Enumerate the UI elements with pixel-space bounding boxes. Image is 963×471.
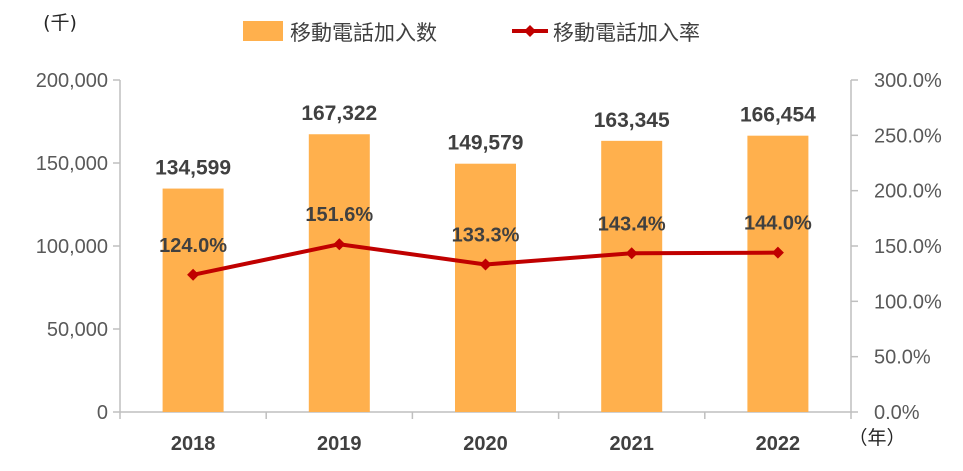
bar-series	[162, 134, 809, 413]
legend-line-marker	[524, 25, 536, 37]
legend-line-label: 移動電話加入率	[553, 21, 700, 45]
right-tick-label: 200.0%	[874, 181, 942, 203]
line-point-marker	[479, 258, 492, 271]
right-tick-label: 300.0%	[874, 70, 942, 92]
left-tick-label: 50,000	[47, 319, 108, 341]
left-tick-label: 0	[97, 402, 108, 424]
line-series	[187, 238, 784, 281]
x-axis-ticks: 2018 2019 2020 2021 2022	[119, 412, 852, 455]
bar-value-label: 163,345	[594, 109, 670, 132]
right-tick-label: 50.0%	[874, 347, 931, 369]
line-point-marker	[771, 246, 784, 259]
bar	[308, 134, 370, 412]
x-tick-label: 2020	[463, 433, 508, 455]
right-tick-label: 150.0%	[874, 236, 942, 258]
bar-value-label: 134,599	[155, 157, 231, 180]
x-tick-label: 2018	[171, 433, 216, 455]
bar-value-label: 166,454	[740, 104, 816, 127]
left-tick-label: 100,000	[36, 236, 108, 258]
right-axis-ticks: 0.0% 50.0% 100.0% 150.0% 200.0% 250.0% 300.0%	[851, 70, 942, 424]
right-tick-label: 0.0%	[874, 402, 920, 424]
left-axis-ticks: 0 50,000 100,000 150,000 200,000	[36, 70, 120, 424]
line-point-marker	[625, 247, 638, 260]
line-point-marker	[333, 238, 346, 251]
line-value-label: 151.6%	[305, 204, 373, 226]
line-point-marker	[187, 268, 200, 281]
right-tick-label: 250.0%	[874, 125, 942, 147]
line-data-labels: 124.0% 151.6% 133.3% 143.4% 144.0%	[159, 204, 812, 257]
x-axis-unit-label: （年）	[848, 427, 905, 449]
bar	[162, 188, 224, 412]
legend-bar-swatch	[243, 21, 283, 41]
right-tick-label: 100.0%	[874, 291, 942, 313]
left-tick-label: 200,000	[36, 70, 108, 92]
line-value-label: 133.3%	[452, 224, 520, 246]
left-tick-label: 150,000	[36, 153, 108, 175]
bar	[601, 140, 663, 413]
legend-bar-label: 移動電話加入数	[290, 21, 437, 45]
x-tick-label: 2022	[756, 433, 801, 455]
bar	[455, 163, 516, 412]
line-value-label: 144.0%	[744, 213, 812, 235]
line-value-label: 143.4%	[598, 213, 666, 235]
line-value-label: 124.0%	[159, 235, 227, 257]
x-tick-label: 2021	[609, 433, 654, 455]
bar-value-label: 167,322	[301, 102, 377, 125]
legend: 移動電話加入数 移動電話加入率	[243, 21, 700, 45]
bar-data-labels: 134,599 167,322 149,579 163,345 166,454	[155, 102, 816, 179]
bar	[747, 135, 809, 413]
x-tick-label: 2019	[317, 433, 362, 455]
left-axis-unit-label: (千)	[43, 12, 77, 34]
bar-value-label: 149,579	[448, 132, 524, 155]
